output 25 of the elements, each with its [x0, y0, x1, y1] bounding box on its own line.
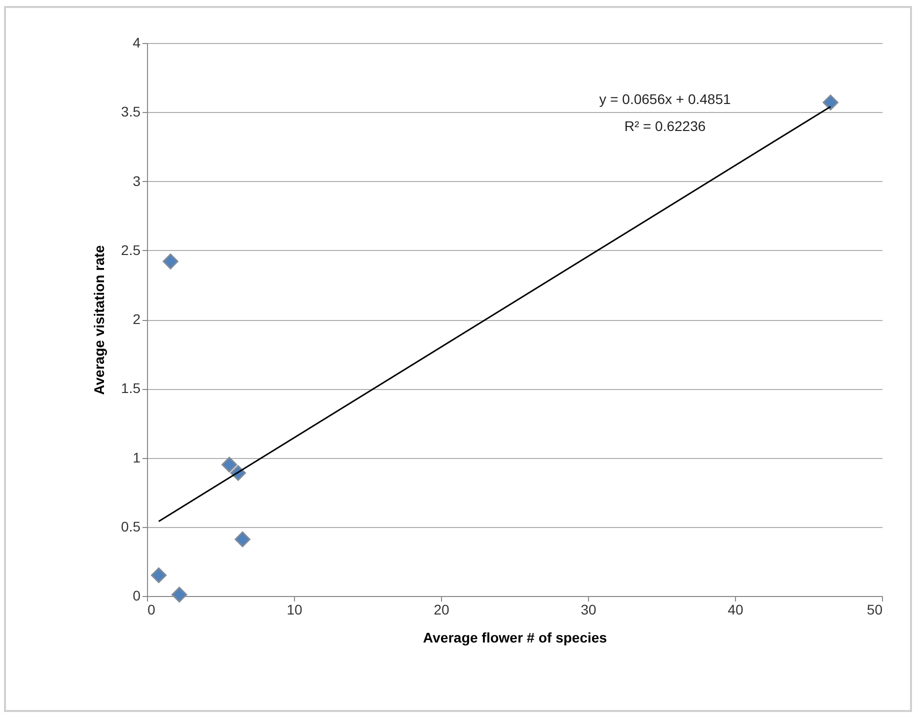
y-tick-label: 3 — [132, 172, 141, 189]
y-tick-label: 2 — [132, 311, 141, 327]
x-tick-label: 30 — [580, 602, 596, 618]
x-tick-label: 10 — [286, 602, 302, 618]
point — [172, 586, 188, 602]
x-axis-title: Average flower # of species — [423, 630, 608, 646]
point — [234, 531, 250, 548]
point — [822, 94, 838, 110]
point — [162, 254, 178, 270]
x-tick-label: 50 — [866, 602, 883, 618]
point — [222, 456, 238, 472]
y-axis-title: Average visitation rate — [91, 244, 108, 395]
y-tick-label: 1.5 — [121, 380, 141, 396]
y-tick-label: 0 — [132, 588, 141, 604]
y-tick-label: 4 — [132, 34, 141, 50]
y-tick-label: 2.5 — [121, 242, 141, 258]
y-tick-label: 0.5 — [121, 518, 141, 534]
x-tick-label: 20 — [434, 602, 450, 618]
y-tick-label: 3.5 — [121, 104, 141, 120]
point — [150, 567, 167, 584]
y-tick-label: 1 — [132, 449, 141, 466]
annotation: R² = 0.62236 — [624, 118, 706, 134]
annotation: y = 0.0656x + 0.4851 — [599, 91, 731, 107]
x-tick-label: 0 — [148, 602, 156, 618]
x-tick-label: 40 — [728, 602, 744, 618]
